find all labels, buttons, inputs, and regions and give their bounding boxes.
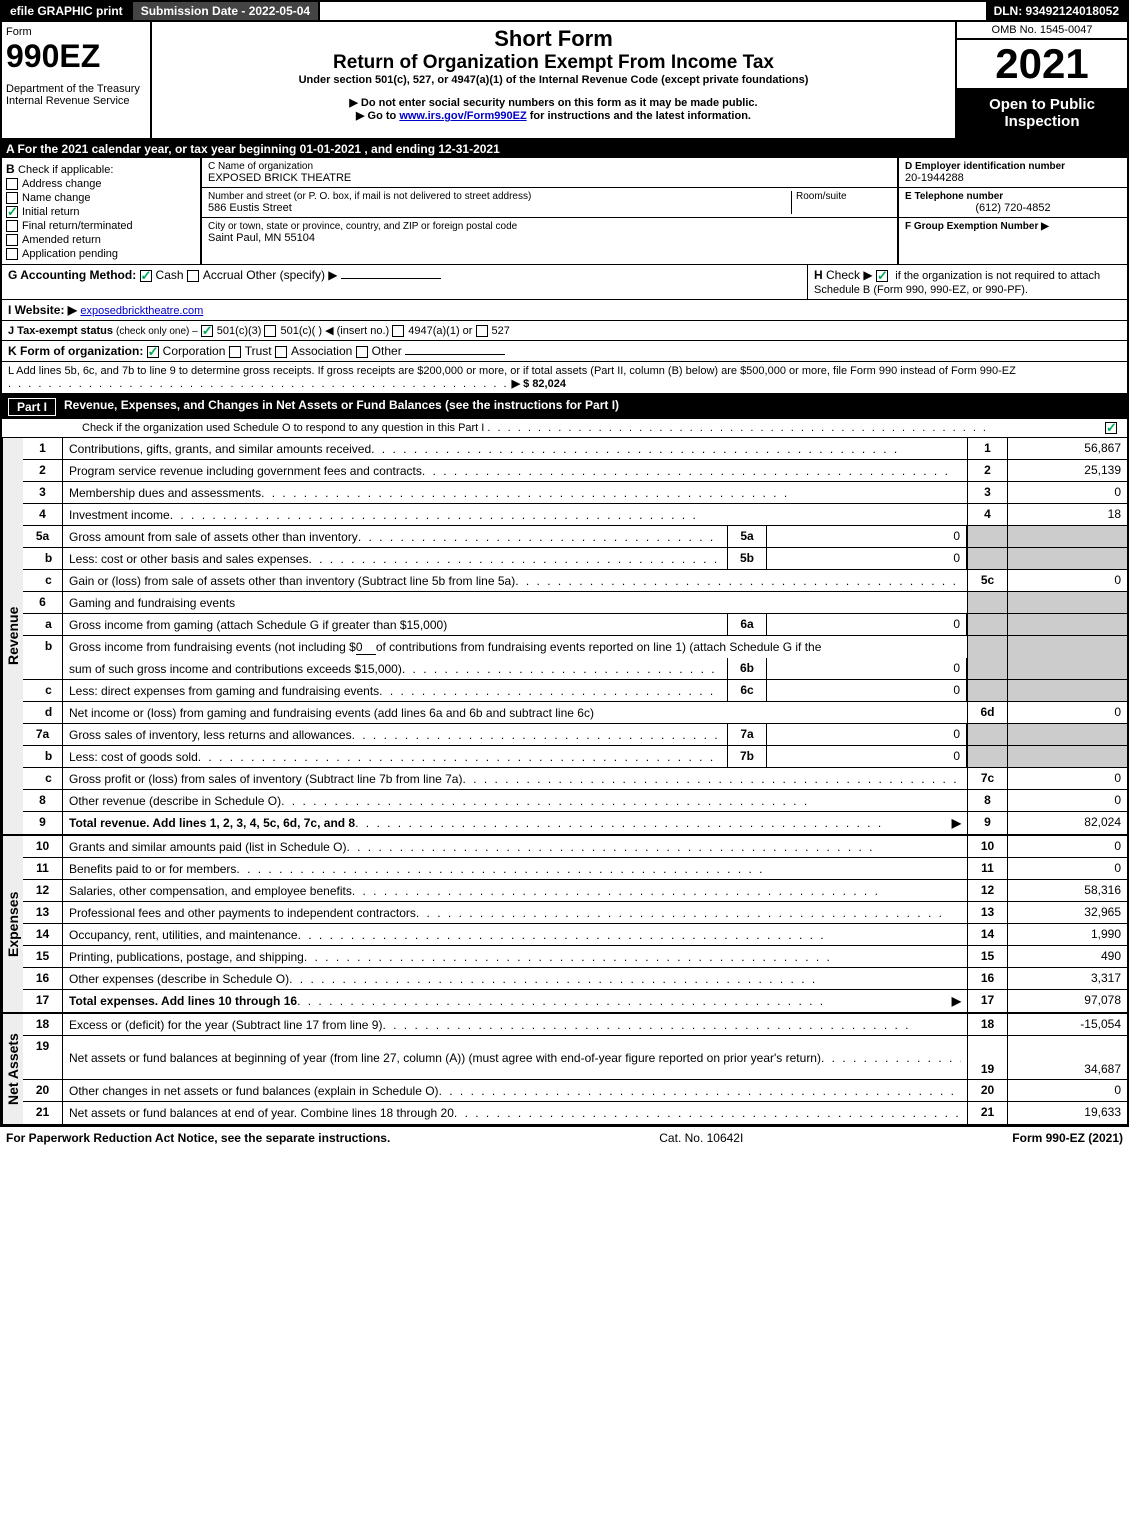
expenses-table: Expenses 10Grants and similar amounts pa…	[0, 836, 1129, 1014]
submission-date: Submission Date - 2022-05-04	[133, 2, 320, 20]
phone-label: E Telephone number	[905, 191, 1121, 202]
expenses-label: Expenses	[2, 836, 23, 1012]
accrual-checkbox[interactable]	[187, 270, 199, 282]
form-number: 990EZ	[6, 38, 146, 75]
revenue-table: Revenue 1Contributions, gifts, grants, a…	[0, 438, 1129, 836]
org-city: Saint Paul, MN 55104	[208, 232, 891, 244]
ein-value: 20-1944288	[905, 172, 1121, 184]
dln: DLN: 93492124018052	[986, 2, 1127, 20]
paperwork-notice: For Paperwork Reduction Act Notice, see …	[6, 1131, 390, 1145]
org-name-label: C Name of organization	[208, 161, 891, 172]
other-org-checkbox[interactable]	[356, 346, 368, 358]
phone-value: (612) 720-4852	[905, 202, 1121, 214]
4947-checkbox[interactable]	[392, 325, 404, 337]
irs: Internal Revenue Service	[6, 95, 146, 107]
tax-year: 2021	[957, 40, 1127, 88]
section-bcdef: B Check if applicable: Address change Na…	[0, 158, 1129, 264]
omb-number: OMB No. 1545-0047	[957, 22, 1127, 40]
part-1-header: Part I Revenue, Expenses, and Changes in…	[0, 395, 1129, 419]
net-assets-table: Net Assets 18Excess or (deficit) for the…	[0, 1014, 1129, 1126]
schedule-o-checkbox[interactable]	[1105, 422, 1117, 434]
527-checkbox[interactable]	[476, 325, 488, 337]
website-link[interactable]: exposedbricktheatre.com	[80, 305, 203, 317]
page-footer: For Paperwork Reduction Act Notice, see …	[0, 1126, 1129, 1149]
subtitle: Under section 501(c), 527, or 4947(a)(1)…	[156, 74, 951, 86]
corporation-checkbox[interactable]	[147, 346, 159, 358]
name-change-checkbox[interactable]	[6, 192, 18, 204]
cat-no: Cat. No. 10642I	[390, 1131, 1012, 1145]
main-title: Return of Organization Exempt From Incom…	[156, 52, 951, 74]
open-to-public: Open to Public Inspection	[957, 88, 1127, 138]
final-return-checkbox[interactable]	[6, 220, 18, 232]
amended-return-checkbox[interactable]	[6, 234, 18, 246]
ssn-warning: ▶ Do not enter social security numbers o…	[156, 96, 951, 109]
b-label: B	[6, 162, 15, 176]
501c-checkbox[interactable]	[264, 325, 276, 337]
initial-return-checkbox[interactable]	[6, 206, 18, 218]
form-header: Form 990EZ Department of the Treasury In…	[0, 22, 1129, 140]
short-form-title: Short Form	[156, 26, 951, 52]
schedule-b-checkbox[interactable]	[876, 270, 888, 282]
irs-link[interactable]: www.irs.gov/Form990EZ	[399, 110, 526, 122]
gross-receipts: ▶ $ 82,024	[512, 378, 566, 390]
501c3-checkbox[interactable]	[201, 325, 213, 337]
group-exemption-label: F Group Exemption Number ▶	[905, 221, 1121, 232]
form-label: Form	[6, 26, 146, 38]
net-assets-label: Net Assets	[2, 1014, 23, 1124]
org-name: EXPOSED BRICK THEATRE	[208, 172, 891, 184]
ein-label: D Employer identification number	[905, 161, 1121, 172]
address-change-checkbox[interactable]	[6, 178, 18, 190]
form-footer: Form 990-EZ (2021)	[1012, 1131, 1123, 1145]
association-checkbox[interactable]	[275, 346, 287, 358]
efile-label: efile GRAPHIC print	[2, 2, 133, 20]
application-pending-checkbox[interactable]	[6, 248, 18, 260]
goto-line: ▶ Go to www.irs.gov/Form990EZ for instru…	[156, 109, 951, 122]
org-address: 586 Eustis Street	[208, 202, 791, 214]
top-bar: efile GRAPHIC print Submission Date - 20…	[0, 0, 1129, 22]
cash-checkbox[interactable]	[140, 270, 152, 282]
trust-checkbox[interactable]	[229, 346, 241, 358]
revenue-label: Revenue	[2, 438, 23, 834]
line-a: A For the 2021 calendar year, or tax yea…	[0, 140, 1129, 158]
department: Department of the Treasury	[6, 83, 146, 95]
